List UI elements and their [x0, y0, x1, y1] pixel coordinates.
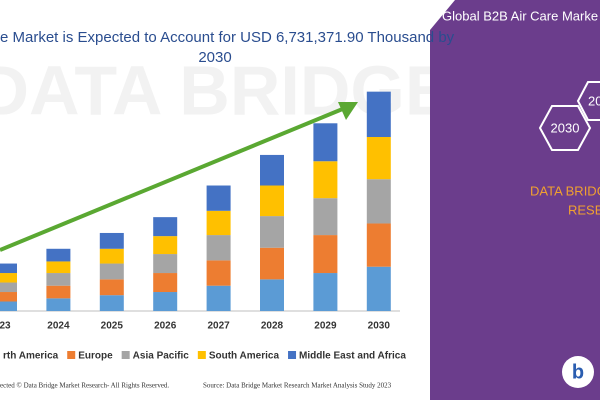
bar-segment: [99, 279, 124, 296]
legend-swatch: [197, 351, 206, 359]
bar-segment: [46, 273, 71, 286]
brand-text: DATA BRIDG: [530, 183, 600, 198]
bar-segment: [46, 261, 71, 274]
arrow-head: [338, 102, 358, 120]
x-tick-label: 2027: [207, 321, 230, 332]
chart-title: 2030: [198, 49, 231, 66]
bar-segment: [0, 273, 17, 283]
bar-segment: [366, 179, 391, 224]
x-tick-label: 2029: [314, 321, 337, 332]
bar-segment: [153, 254, 178, 274]
bar-segment: [99, 248, 124, 264]
hex-label: 20: [588, 93, 600, 108]
hexagon: [538, 105, 592, 151]
bar-segment: [206, 210, 231, 236]
hex-label: 2030: [551, 120, 580, 135]
legend-label: South America: [209, 351, 280, 362]
bar-segment: [206, 260, 231, 286]
x-tick-label: 2025: [101, 321, 124, 332]
bar-segment: [0, 292, 17, 302]
bar-segment: [260, 247, 284, 280]
copyright: ected © Data Bridge Market Research- All…: [0, 382, 169, 390]
bar-segment: [260, 279, 284, 311]
x-tick-label: 2024: [47, 321, 70, 332]
bar-segment: [46, 285, 71, 299]
x-tick-label: 23: [0, 321, 11, 332]
bar-segment: [260, 185, 284, 217]
legend-label: Middle East and Africa: [299, 351, 406, 362]
bar-segment: [313, 198, 338, 236]
legend-label: rth America: [3, 351, 59, 362]
bar-segment: [206, 235, 231, 261]
bar-segment: [366, 91, 391, 137]
trend-arrow: [0, 106, 346, 252]
x-tick-label: 2028: [261, 321, 284, 332]
panel-title: Global B2B Air Care Marke: [442, 8, 598, 23]
bar-segment: [153, 292, 178, 311]
bar-segment: [46, 298, 71, 311]
legend-label: Europe: [78, 351, 113, 362]
bar-segment: [313, 161, 338, 199]
legend-swatch: [121, 351, 130, 359]
bar-segment: [0, 263, 17, 274]
brand-text: RESEA: [568, 202, 600, 217]
legend-swatch: [288, 351, 297, 359]
bar-segment: [260, 154, 284, 186]
side-panel: [430, 0, 600, 400]
bar-segment: [366, 223, 391, 267]
bar-segment: [153, 217, 178, 237]
bar-segment: [153, 236, 178, 255]
bar-segment: [99, 295, 124, 311]
chart-title: Care Market is Expected to Account for U…: [0, 29, 455, 46]
bar-segment: [206, 285, 231, 311]
logo-mark: b: [572, 361, 584, 383]
bar-segment: [313, 235, 338, 274]
bar-segment: [0, 282, 17, 293]
bar-segment: [153, 273, 178, 293]
bar-segment: [99, 232, 124, 249]
hexagon: [576, 81, 600, 121]
legend-label: Asia Pacific: [133, 351, 190, 362]
x-tick-label: 2030: [368, 321, 391, 332]
logo: [562, 356, 594, 388]
bar-segment: [313, 123, 338, 162]
bar-segment: [366, 137, 391, 180]
bar-segment: [313, 273, 338, 311]
x-tick-label: 2026: [154, 321, 177, 332]
source: Source: Data Bridge Market Research Mark…: [203, 382, 392, 390]
legend-swatch: [67, 351, 76, 359]
bar-segment: [366, 266, 391, 311]
bar-segment: [260, 216, 284, 248]
bar-segment: [0, 301, 17, 311]
bar-segment: [206, 185, 231, 211]
bar-segment: [46, 248, 71, 262]
bar-segment: [99, 263, 124, 280]
